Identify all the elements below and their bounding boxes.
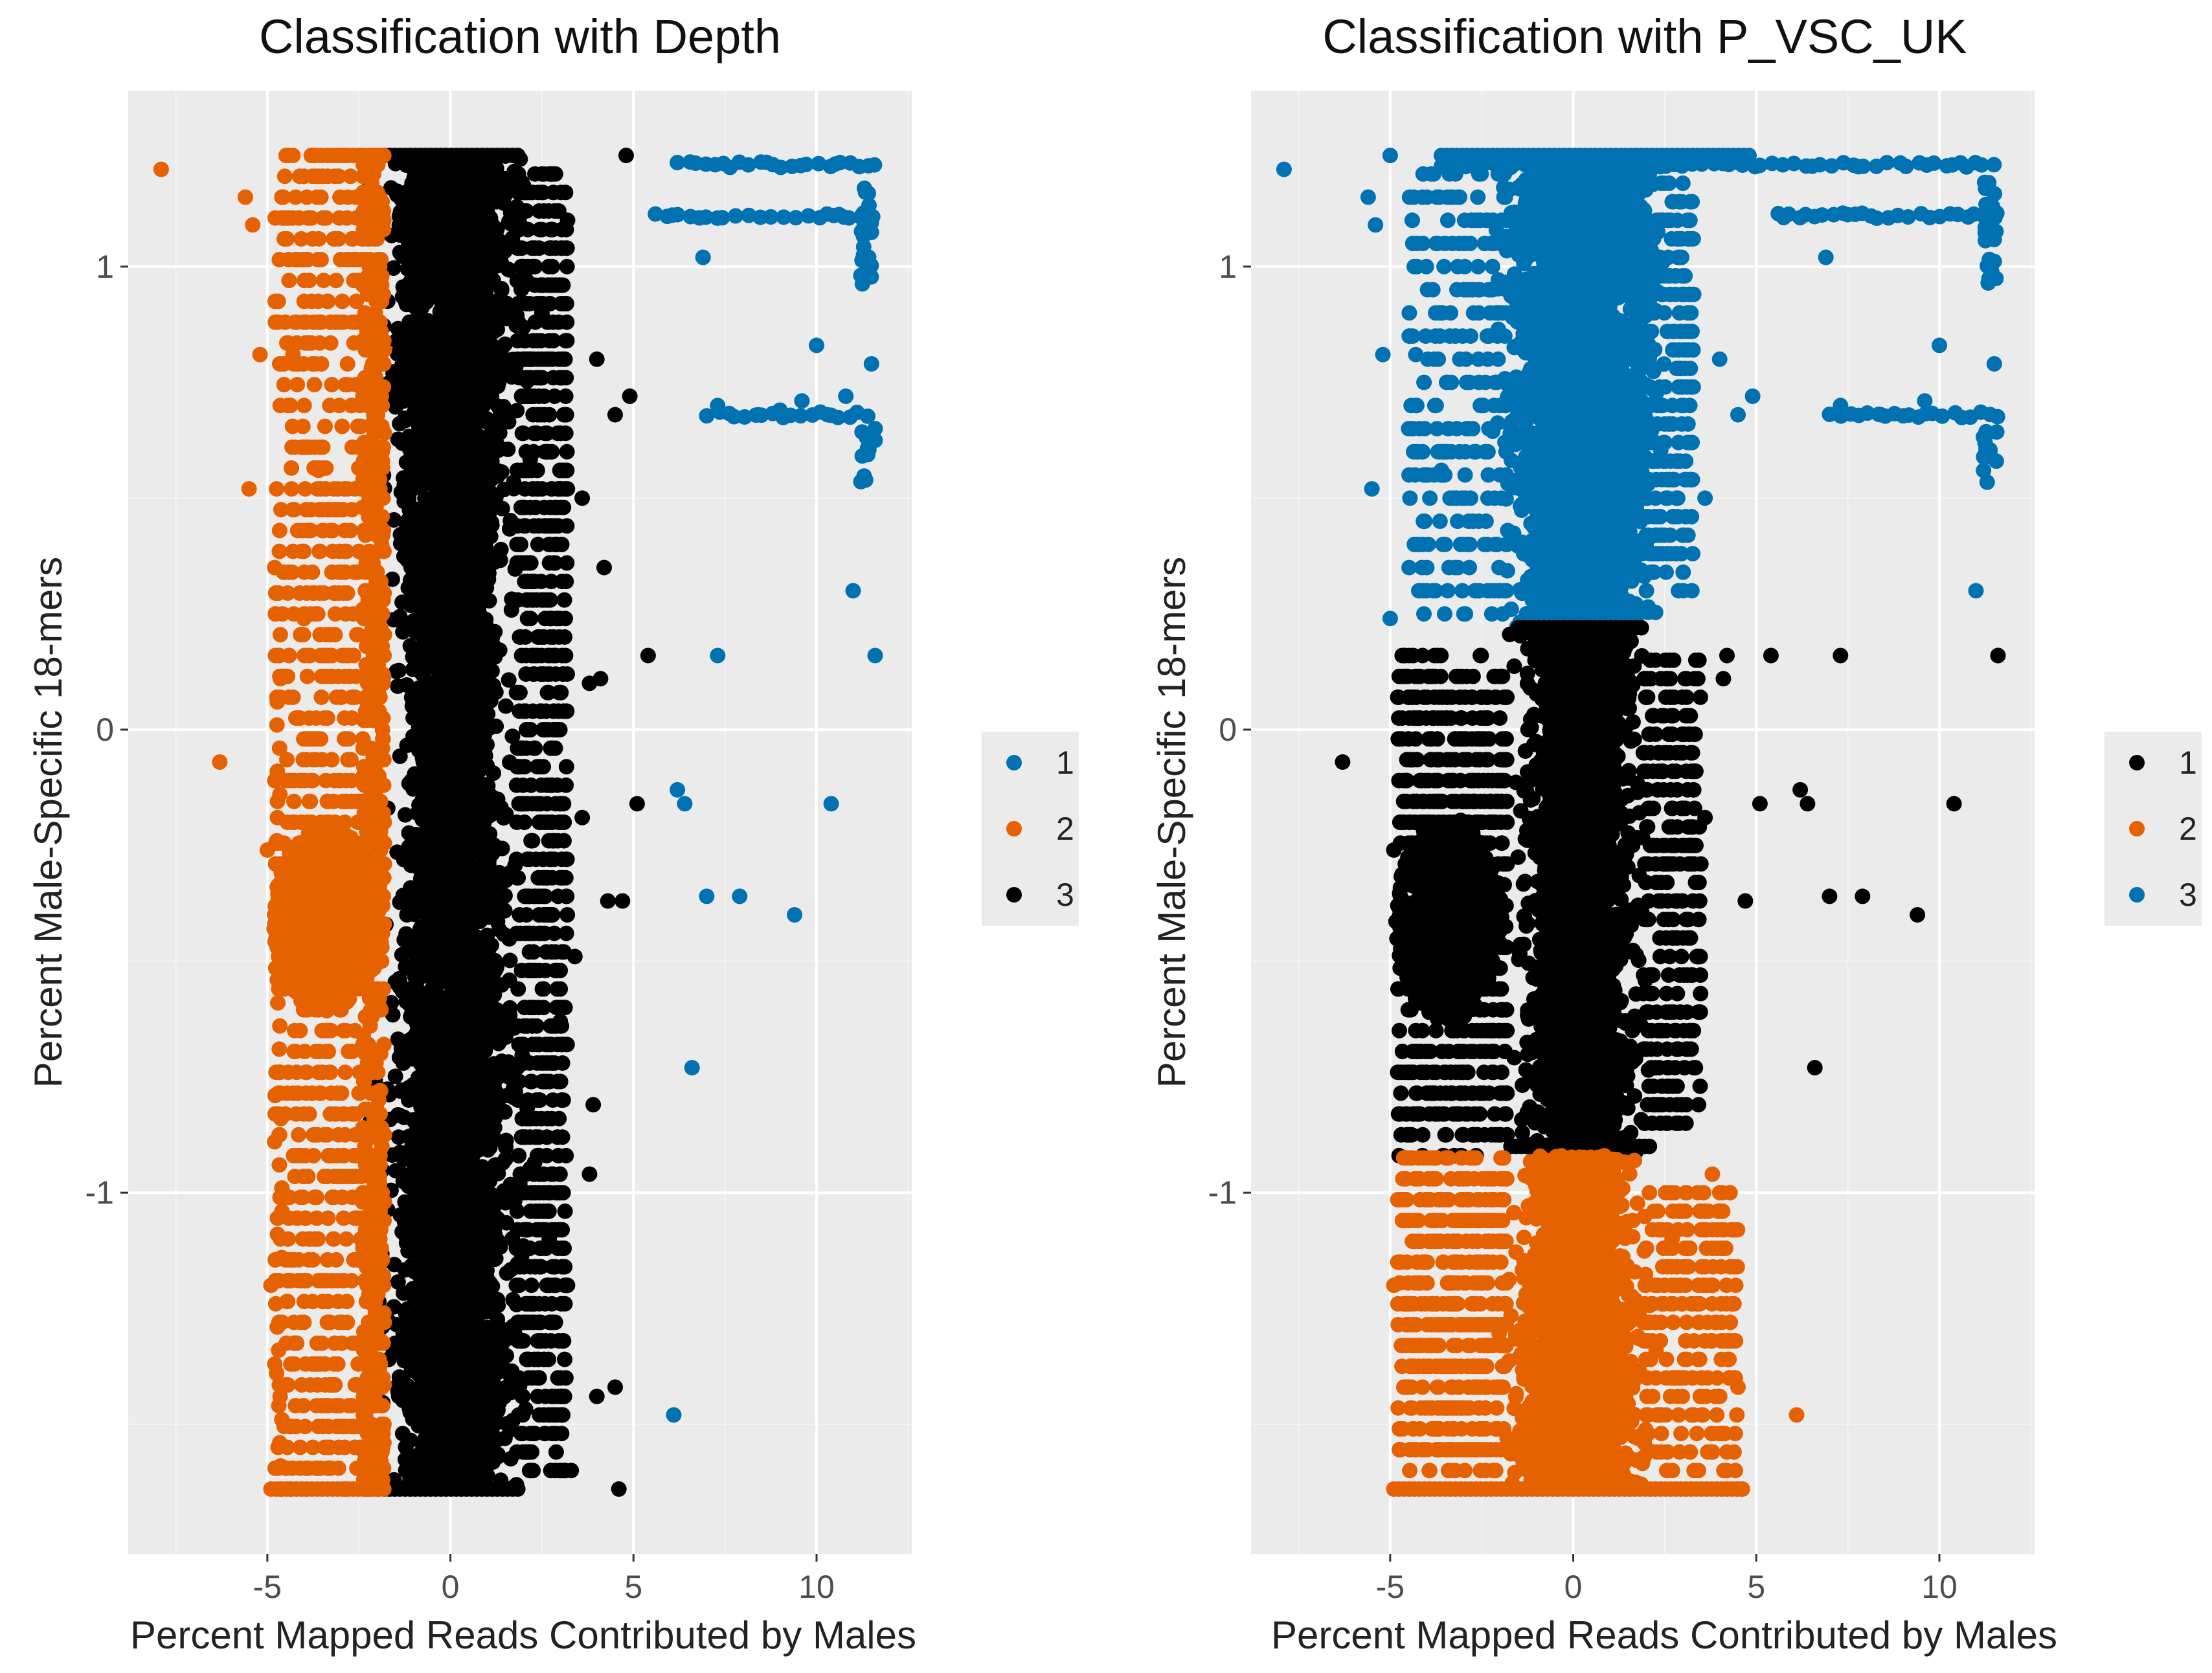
point-series-3 bbox=[410, 1218, 426, 1235]
point-series-3 bbox=[414, 961, 431, 977]
point-series-3 bbox=[403, 852, 420, 868]
point-series-3 bbox=[490, 1098, 506, 1114]
point-series-3 bbox=[498, 698, 514, 714]
point-series-3 bbox=[409, 992, 425, 1008]
point-series-3 bbox=[484, 1424, 500, 1441]
point-series-3 bbox=[479, 358, 495, 374]
point-series-3 bbox=[409, 1196, 425, 1213]
point-series-3 bbox=[493, 541, 509, 557]
point-series-3 bbox=[414, 1319, 431, 1336]
point-series-3 bbox=[496, 1389, 512, 1405]
point-series-3 bbox=[482, 1250, 498, 1266]
point-series-3 bbox=[410, 688, 426, 704]
point-series-3 bbox=[481, 592, 497, 609]
point-series-3 bbox=[487, 251, 503, 267]
point-series-3 bbox=[458, 187, 474, 203]
point-series-3 bbox=[387, 1068, 403, 1084]
point-series-3 bbox=[416, 324, 433, 340]
panel-title: Classification with Depth bbox=[259, 10, 781, 63]
point-series-3 bbox=[482, 210, 499, 226]
point-series-3 bbox=[405, 1239, 421, 1255]
point-series-3 bbox=[469, 949, 486, 965]
point-series-3 bbox=[416, 1414, 433, 1430]
point-series-3 bbox=[447, 200, 463, 216]
point-series-3 bbox=[390, 1031, 406, 1048]
point-series-3 bbox=[424, 1029, 440, 1046]
point-series-3 bbox=[464, 1144, 480, 1160]
point-series-3 bbox=[406, 906, 422, 923]
panel-classification-with-depth: Classification with Depth -5 0 5 10 -101 Pe… bbox=[27, 10, 1079, 1657]
point-series-3 bbox=[480, 571, 497, 587]
point-series-3 bbox=[406, 254, 422, 271]
point-series-3 bbox=[477, 322, 493, 339]
point-series-3 bbox=[462, 934, 479, 950]
point-series-3 bbox=[469, 901, 485, 917]
point-series-3 bbox=[411, 712, 427, 727]
point-series-3 bbox=[444, 302, 459, 319]
point-series-3 bbox=[485, 1357, 501, 1373]
point-series-3 bbox=[397, 412, 413, 429]
point-series-3 bbox=[411, 581, 427, 598]
point-series-3 bbox=[466, 597, 482, 613]
point-series-3 bbox=[431, 461, 447, 477]
point-series-3 bbox=[449, 1423, 465, 1439]
point-series-3 bbox=[389, 187, 405, 203]
point-series-3 bbox=[419, 1101, 435, 1117]
point-series-3 bbox=[395, 623, 411, 640]
point-series-3 bbox=[453, 813, 469, 829]
point-series-3 bbox=[426, 192, 442, 208]
point-series-3 bbox=[402, 378, 418, 394]
point-series-3 bbox=[411, 662, 427, 677]
point-series-3 bbox=[391, 1369, 407, 1385]
point-series-3 bbox=[398, 334, 414, 350]
point-series-3 bbox=[480, 1378, 496, 1394]
point-series-3 bbox=[396, 1336, 412, 1353]
point-series-3 bbox=[486, 236, 502, 253]
point-series-3 bbox=[400, 552, 415, 568]
point-series-3 bbox=[423, 557, 439, 574]
point-series-3 bbox=[433, 1442, 449, 1458]
point-series-3 bbox=[392, 609, 408, 625]
point-series-3 bbox=[457, 1019, 473, 1035]
point-series-3 bbox=[411, 479, 427, 495]
point-series-3 bbox=[472, 974, 488, 990]
point-series-3 bbox=[499, 1004, 515, 1020]
point-series-3 bbox=[486, 678, 502, 694]
point-series-3 bbox=[472, 502, 488, 519]
point-series-3 bbox=[402, 295, 418, 311]
point-series-3 bbox=[390, 1129, 407, 1145]
point-series-3 bbox=[406, 945, 422, 961]
point-series-3 bbox=[403, 773, 419, 789]
point-series-3 bbox=[429, 659, 446, 675]
point-series-3 bbox=[490, 1448, 506, 1465]
point-series-3 bbox=[463, 1448, 479, 1464]
point-series-3 bbox=[423, 1049, 440, 1065]
point-series-3 bbox=[460, 367, 475, 383]
point-series-3 bbox=[414, 811, 431, 827]
point-series-3 bbox=[391, 971, 407, 987]
point-series-3 bbox=[491, 895, 507, 911]
point-series-3 bbox=[456, 1106, 472, 1123]
point-series-3 bbox=[421, 728, 437, 745]
point-series-3 bbox=[435, 574, 451, 589]
point-series-3 bbox=[409, 186, 424, 203]
point-series-3 bbox=[401, 215, 417, 231]
point-series-3 bbox=[489, 958, 505, 974]
scatter-points bbox=[153, 148, 883, 1497]
point-series-3 bbox=[493, 281, 510, 297]
point-series-3 bbox=[425, 901, 442, 917]
point-series-3 bbox=[490, 1297, 506, 1314]
point-series-3 bbox=[420, 1182, 436, 1198]
point-series-3 bbox=[406, 1033, 422, 1050]
point-series-3 bbox=[440, 830, 456, 846]
point-series-3 bbox=[401, 314, 418, 330]
point-series-3 bbox=[484, 663, 500, 679]
point-series-3 bbox=[479, 487, 495, 503]
point-series-3 bbox=[397, 807, 413, 823]
point-series-3 bbox=[491, 1068, 507, 1084]
point-series-3 bbox=[482, 1140, 498, 1156]
